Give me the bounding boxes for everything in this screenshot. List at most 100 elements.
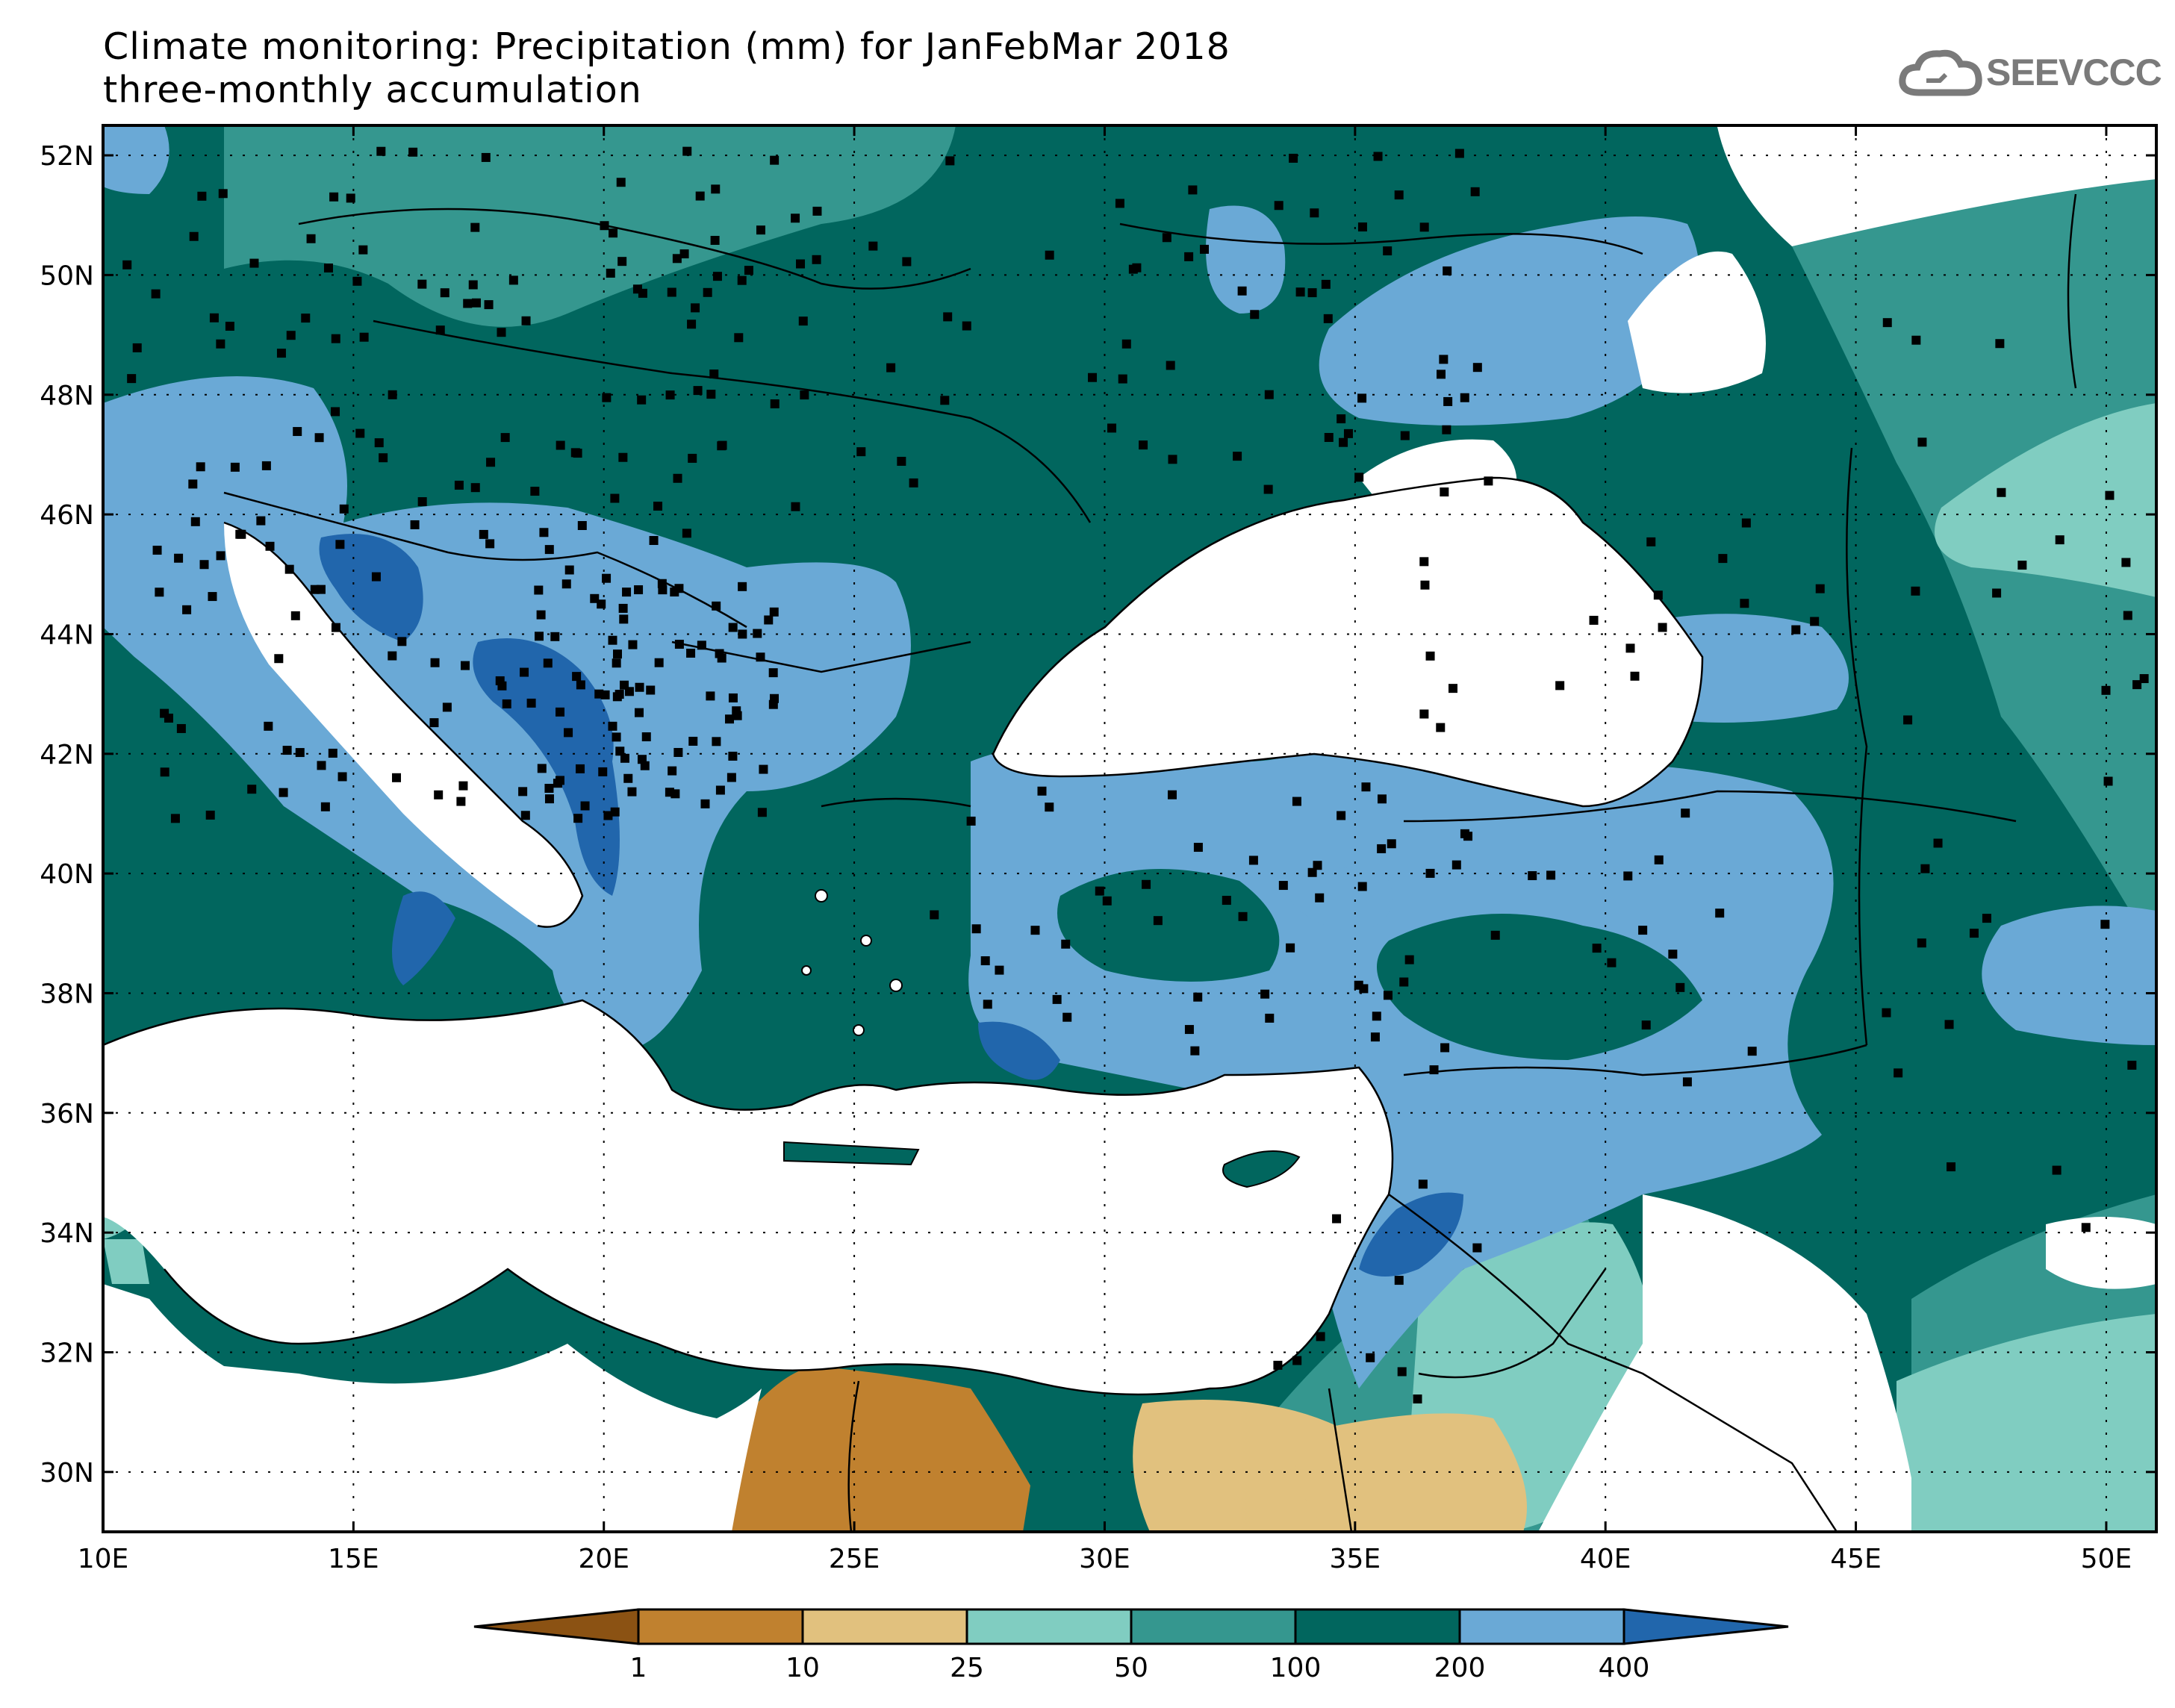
station-marker xyxy=(1278,881,1288,891)
station-marker xyxy=(261,461,271,470)
station-marker xyxy=(573,449,582,458)
station-marker xyxy=(463,299,473,308)
station-marker xyxy=(458,781,468,791)
logo-text: SEEVCCC xyxy=(1986,52,2162,93)
station-marker xyxy=(1917,938,1926,948)
station-marker xyxy=(279,788,288,797)
lon-label: 10E xyxy=(78,1544,129,1574)
station-marker xyxy=(608,635,617,645)
station-marker xyxy=(1654,855,1664,864)
station-marker xyxy=(544,794,554,804)
station-marker xyxy=(737,275,747,285)
station-marker xyxy=(798,317,808,326)
station-marker xyxy=(1472,1243,1482,1253)
station-marker xyxy=(152,546,162,555)
station-marker xyxy=(1681,808,1690,818)
lat-label: 38N xyxy=(40,979,94,1009)
station-marker xyxy=(306,234,316,243)
longitude-labels: 10E 15E 20E 25E 30E 35E 40E 45E 50E xyxy=(78,125,2132,1574)
station-marker xyxy=(1791,625,1801,635)
station-marker xyxy=(1370,1032,1380,1042)
station-marker xyxy=(310,585,320,594)
station-marker xyxy=(331,334,340,343)
station-marker xyxy=(1894,1068,1903,1078)
station-marker xyxy=(1274,201,1283,211)
station-marker xyxy=(556,707,565,717)
station-marker xyxy=(218,189,228,199)
lat-label: 30N xyxy=(40,1458,94,1489)
station-marker xyxy=(216,339,225,349)
station-marker xyxy=(868,241,878,251)
station-marker xyxy=(209,313,219,322)
station-marker xyxy=(170,814,180,823)
lat-label: 46N xyxy=(40,500,94,531)
station-marker xyxy=(691,303,700,313)
station-marker xyxy=(759,764,768,774)
station-marker xyxy=(1397,1367,1407,1377)
station-marker xyxy=(1638,926,1648,935)
station-marker xyxy=(668,766,677,776)
station-marker xyxy=(508,275,518,285)
lat-label: 42N xyxy=(40,740,94,770)
station-marker xyxy=(1377,794,1387,804)
station-marker xyxy=(1132,263,1142,272)
station-marker xyxy=(856,447,866,457)
colorbar-label: 100 xyxy=(1270,1653,1322,1683)
station-marker xyxy=(2052,1165,2062,1175)
station-marker xyxy=(617,257,627,267)
station-marker xyxy=(1265,1013,1275,1023)
station-marker xyxy=(526,698,536,708)
station-marker xyxy=(791,502,800,511)
station-marker xyxy=(654,658,664,667)
station-marker xyxy=(1373,152,1383,161)
colorbar-label: 1 xyxy=(630,1653,647,1683)
station-marker xyxy=(1264,390,1274,399)
map-field xyxy=(103,125,2156,1532)
station-marker xyxy=(1715,908,1725,918)
station-marker xyxy=(1419,709,1429,719)
station-marker xyxy=(693,386,703,396)
station-marker xyxy=(2017,561,2027,570)
station-marker xyxy=(1343,428,1353,438)
station-marker xyxy=(796,259,806,269)
station-marker xyxy=(1997,487,2006,497)
station-marker xyxy=(1400,431,1410,440)
islands xyxy=(783,889,1301,1188)
station-marker xyxy=(995,965,1004,975)
station-marker xyxy=(295,748,305,758)
station-marker xyxy=(199,560,209,570)
station-marker xyxy=(484,300,494,310)
station-marker xyxy=(800,390,809,400)
station-marker xyxy=(468,280,478,290)
station-marker xyxy=(1718,554,1728,564)
station-marker xyxy=(1263,484,1273,494)
station-marker xyxy=(2139,674,2149,684)
station-marker xyxy=(709,369,719,378)
station-marker xyxy=(320,802,330,811)
station-marker xyxy=(602,573,612,583)
station-marker xyxy=(1357,222,1367,232)
station-marker xyxy=(608,721,617,731)
station-marker xyxy=(1190,1046,1200,1056)
station-marker xyxy=(580,801,590,811)
station-marker xyxy=(1233,452,1242,461)
station-marker xyxy=(971,924,981,934)
lon-label: 45E xyxy=(1830,1544,1882,1574)
station-marker xyxy=(1658,623,1667,632)
station-marker xyxy=(188,479,198,489)
station-marker xyxy=(497,328,506,337)
station-marker xyxy=(323,263,333,272)
station-marker xyxy=(435,325,445,335)
station-marker xyxy=(2103,776,2113,786)
station-marker xyxy=(1372,1012,1381,1021)
station-marker xyxy=(1366,1353,1375,1362)
station-marker xyxy=(518,787,528,797)
station-marker xyxy=(1088,373,1098,382)
station-marker xyxy=(610,807,620,817)
station-marker xyxy=(470,483,480,493)
station-marker xyxy=(1238,911,1248,921)
station-marker xyxy=(1357,393,1367,403)
station-marker xyxy=(679,249,689,259)
station-marker xyxy=(317,761,326,770)
station-marker xyxy=(728,751,738,761)
